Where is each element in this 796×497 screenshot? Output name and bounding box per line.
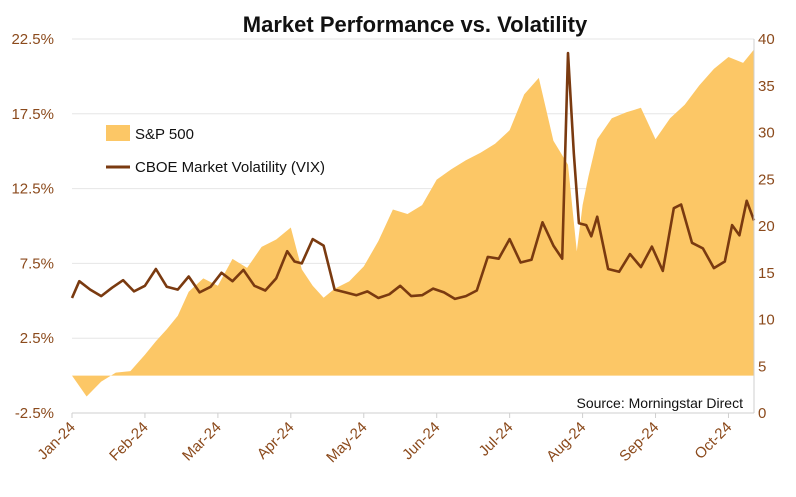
y-right-tick-label: 25 — [758, 171, 775, 188]
x-tick-label: Jan-24 — [34, 419, 78, 463]
line-layer — [70, 51, 756, 301]
legend-swatch-sp500 — [106, 125, 130, 141]
y-right-tick-label: 35 — [758, 78, 775, 95]
y-left-tick-label: 12.5% — [11, 181, 54, 198]
y-left-tick-label: 2.5% — [20, 330, 54, 347]
series-sp500-area — [72, 49, 754, 397]
y-right-tick-label: 0 — [758, 405, 766, 422]
x-tick-label: Mar-24 — [179, 419, 225, 465]
axes — [72, 39, 755, 414]
legend-label-vix: CBOE Market Volatility (VIX) — [135, 159, 325, 176]
y-right-tick-label: 10 — [758, 312, 775, 329]
y-left-tick-label: 22.5% — [11, 31, 54, 48]
legend-label-sp500: S&P 500 — [135, 126, 194, 143]
y-axis-left: -2.5% 2.5% 7.5% 12.5% 17.5% 22.5% — [11, 31, 54, 422]
x-tick-label: Jun-24 — [399, 419, 443, 463]
x-tick-label: Feb-24 — [106, 419, 152, 465]
source-note: Source: Morningstar Direct — [576, 395, 743, 411]
x-tick-label: Jul-24 — [476, 419, 517, 460]
y-right-tick-label: 30 — [758, 125, 775, 142]
y-right-tick-label: 5 — [758, 358, 766, 375]
y-right-tick-label: 20 — [758, 218, 775, 235]
series-vix-line — [70, 51, 756, 301]
y-axis-right: 0 5 10 15 20 25 30 35 40 — [758, 31, 775, 422]
chart-title: Market Performance vs. Volatility — [243, 12, 588, 37]
x-tick-label: Aug-24 — [543, 419, 589, 465]
x-tick-label: May-24 — [323, 419, 370, 466]
x-axis: Jan-24 Feb-24 Mar-24 Apr-24 May-24 Jun-24 Jul-… — [34, 413, 735, 466]
x-tick-label: Oct-24 — [691, 419, 735, 463]
y-right-tick-label: 15 — [758, 265, 775, 282]
y-left-tick-label: 17.5% — [11, 106, 54, 123]
y-left-tick-label: 7.5% — [20, 255, 54, 272]
y-right-tick-label: 40 — [758, 31, 775, 48]
x-tick-label: Sep-24 — [616, 419, 662, 465]
legend: S&P 500 CBOE Market Volatility (VIX) — [106, 125, 325, 176]
x-tick-label: Apr-24 — [254, 419, 298, 463]
area-layer — [72, 49, 754, 397]
y-left-tick-label: -2.5% — [15, 405, 54, 422]
